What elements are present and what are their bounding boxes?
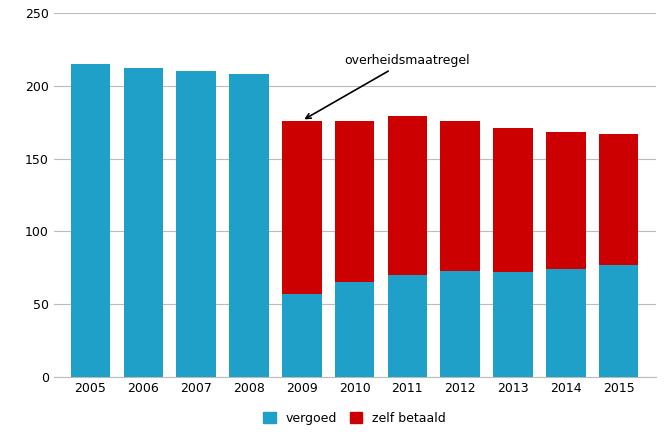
Bar xyxy=(282,121,322,294)
Bar xyxy=(177,71,216,377)
Legend: vergoed, zelf betaald: vergoed, zelf betaald xyxy=(264,412,446,425)
Bar xyxy=(493,128,533,272)
Bar xyxy=(229,74,269,377)
Text: overheidsmaatregel: overheidsmaatregel xyxy=(306,54,470,118)
Bar xyxy=(334,121,375,282)
Bar xyxy=(71,64,110,377)
Bar xyxy=(599,265,638,377)
Bar xyxy=(334,282,375,377)
Bar xyxy=(387,275,427,377)
Bar xyxy=(387,117,427,275)
Bar xyxy=(599,134,638,265)
Bar xyxy=(493,272,533,377)
Bar xyxy=(282,294,322,377)
Bar xyxy=(440,271,480,377)
Bar xyxy=(124,68,163,377)
Bar xyxy=(440,121,480,271)
Bar xyxy=(546,132,585,269)
Bar xyxy=(546,269,585,377)
